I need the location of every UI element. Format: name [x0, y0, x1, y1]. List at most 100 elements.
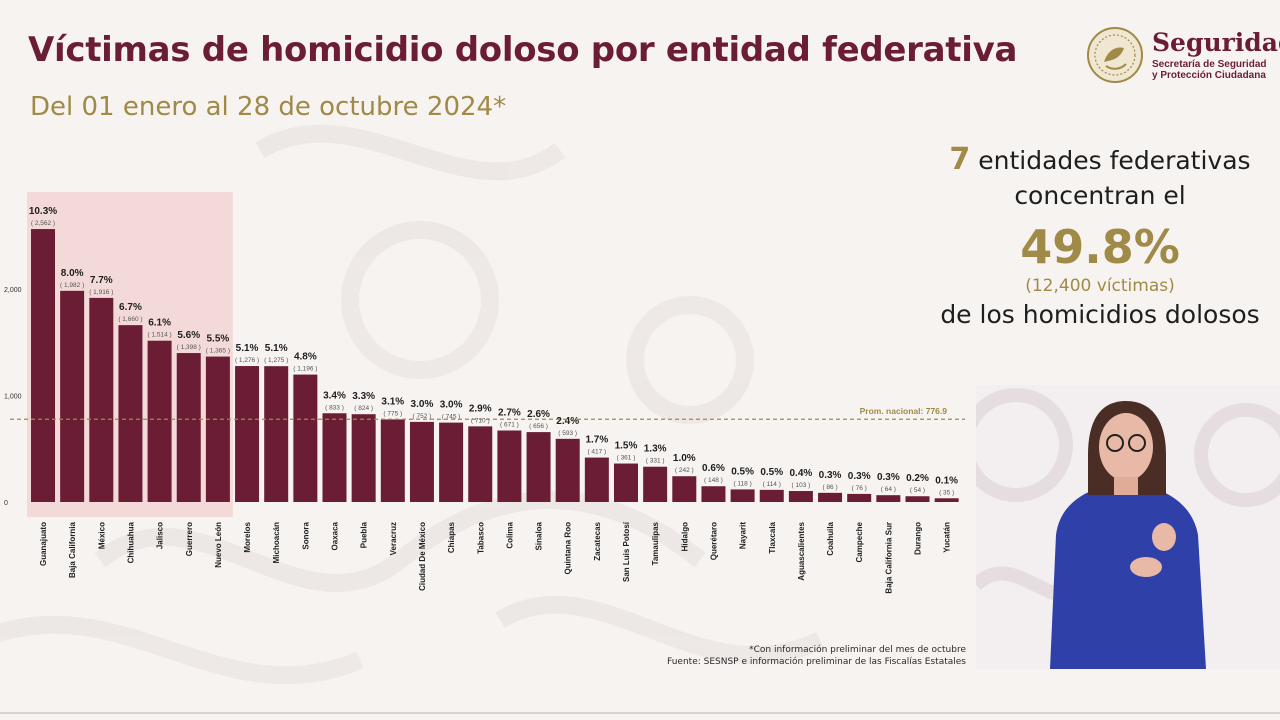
- category-label: Michoacán: [272, 522, 281, 563]
- bar: [788, 491, 813, 502]
- percent-label: 1.0%: [673, 453, 696, 464]
- interpreter-figure: [976, 388, 1280, 669]
- category-label: Querétaro: [709, 522, 718, 560]
- percent-label: 1.5%: [615, 441, 638, 452]
- value-label: ( 242 ): [675, 467, 694, 474]
- category-label: Coahuila: [826, 521, 835, 555]
- value-label: ( 331 ): [646, 458, 665, 465]
- percent-label: 1.7%: [585, 435, 608, 446]
- category-label: Hidalgo: [680, 522, 689, 551]
- summary-victims: (12,400 víctimas): [1025, 276, 1175, 296]
- bar: [118, 325, 143, 502]
- sign-language-interpreter-video: [976, 385, 1280, 669]
- value-label: ( 593 ): [558, 430, 577, 437]
- value-label: ( 1,982 ): [60, 282, 84, 289]
- summary-line1-text: entidades federativas: [978, 146, 1251, 175]
- bar: [322, 413, 347, 502]
- bar: [614, 463, 638, 502]
- bar: [905, 496, 930, 502]
- value-label: ( 35 ): [939, 489, 954, 496]
- bar: [351, 414, 376, 502]
- page-title: Víctimas de homicidio doloso por entidad…: [28, 30, 1018, 70]
- percent-label: 5.5%: [207, 334, 230, 345]
- category-label: Aguascalientes: [797, 521, 806, 580]
- percent-label: 10.3%: [29, 206, 57, 217]
- category-label: Sinaloa: [535, 521, 544, 550]
- value-label: ( 118 ): [733, 480, 751, 487]
- category-label: Baja California: [68, 521, 77, 578]
- bar: [31, 229, 55, 502]
- value-label: ( 671 ): [500, 422, 519, 429]
- value-label: ( 752 ): [413, 413, 432, 420]
- value-label: ( 1,514 ): [147, 332, 171, 339]
- percent-label: 6.7%: [119, 302, 142, 313]
- category-label: Veracruz: [389, 522, 398, 555]
- value-label: ( 1,275 ): [264, 357, 288, 364]
- bar: [60, 290, 85, 502]
- percent-label: 0.3%: [819, 470, 842, 481]
- bar: [235, 366, 260, 502]
- value-label: ( 103 ): [792, 482, 811, 489]
- y-tick-label: 1,000: [4, 393, 22, 400]
- value-label: ( 148 ): [704, 477, 723, 484]
- brand-subtitle-line2: y Protección Ciudadana: [1152, 70, 1266, 81]
- value-label: ( 1,196 ): [293, 366, 317, 373]
- bar: [293, 374, 318, 502]
- summary-line3: de los homicidios dolosos: [940, 300, 1260, 329]
- bar: [526, 432, 551, 502]
- percent-label: 0.3%: [848, 471, 871, 482]
- category-label: Ciudad De México: [418, 522, 427, 591]
- value-label: ( 86 ): [822, 484, 837, 491]
- percent-label: 7.7%: [90, 275, 113, 286]
- average-label: Prom. nacional: 776.9: [860, 406, 948, 416]
- value-label: ( 824 ): [354, 405, 373, 412]
- bar: [759, 489, 784, 502]
- percent-label: 2.6%: [527, 409, 550, 420]
- bar: [847, 493, 872, 502]
- footnote: *Con información preliminar del mes de o…: [640, 644, 966, 668]
- percent-label: 5.6%: [177, 330, 200, 341]
- bar: [672, 476, 697, 502]
- category-label: Tabasco: [476, 522, 485, 554]
- value-label: ( 2,562 ): [31, 220, 55, 227]
- percent-label: 6.1%: [148, 318, 171, 329]
- value-label: ( 361 ): [617, 455, 636, 462]
- percent-label: 3.3%: [352, 391, 375, 402]
- category-label: Guanajuato: [39, 522, 48, 566]
- percent-label: 2.4%: [556, 416, 579, 427]
- category-label: Chihuahua: [126, 521, 135, 563]
- category-label: Puebla: [360, 521, 369, 548]
- percent-label: 3.0%: [440, 400, 463, 411]
- percent-label: 4.8%: [294, 352, 317, 363]
- percent-label: 3.0%: [411, 399, 434, 410]
- value-label: ( 1,276 ): [235, 357, 259, 364]
- y-tick-label: 2,000: [4, 287, 22, 294]
- value-label: ( 1,916 ): [89, 289, 113, 296]
- bar: [380, 419, 405, 502]
- footnote-line2: Fuente: SESNSP e información preliminar …: [667, 657, 966, 667]
- bar: [89, 297, 114, 502]
- bar: [176, 353, 201, 502]
- summary-percent: 49.8%: [1020, 220, 1180, 274]
- category-label: San Luis Potosí: [622, 521, 631, 582]
- value-label: ( 1,365 ): [206, 348, 230, 355]
- category-label: Quintana Roo: [564, 522, 573, 575]
- category-label: Tlaxcala: [768, 521, 777, 553]
- value-label: ( 76 ): [852, 485, 867, 492]
- percent-label: 3.1%: [381, 396, 404, 407]
- value-label: ( 710 ): [471, 417, 490, 424]
- value-label: ( 114 ): [763, 481, 781, 488]
- value-label: ( 833 ): [325, 404, 344, 411]
- bar: [555, 438, 580, 502]
- category-label: Yucatán: [943, 522, 952, 553]
- category-label: Colima: [505, 521, 514, 548]
- percent-label: 0.1%: [935, 475, 958, 486]
- bar: [584, 457, 609, 502]
- percent-label: 2.7%: [498, 408, 521, 419]
- value-label: ( 775 ): [383, 410, 402, 417]
- logo: Seguridad Secretaría de Seguridad y Prot…: [1086, 26, 1280, 90]
- percent-label: 8.0%: [61, 268, 84, 279]
- bar: [876, 495, 901, 502]
- category-label: Nuevo León: [214, 522, 223, 568]
